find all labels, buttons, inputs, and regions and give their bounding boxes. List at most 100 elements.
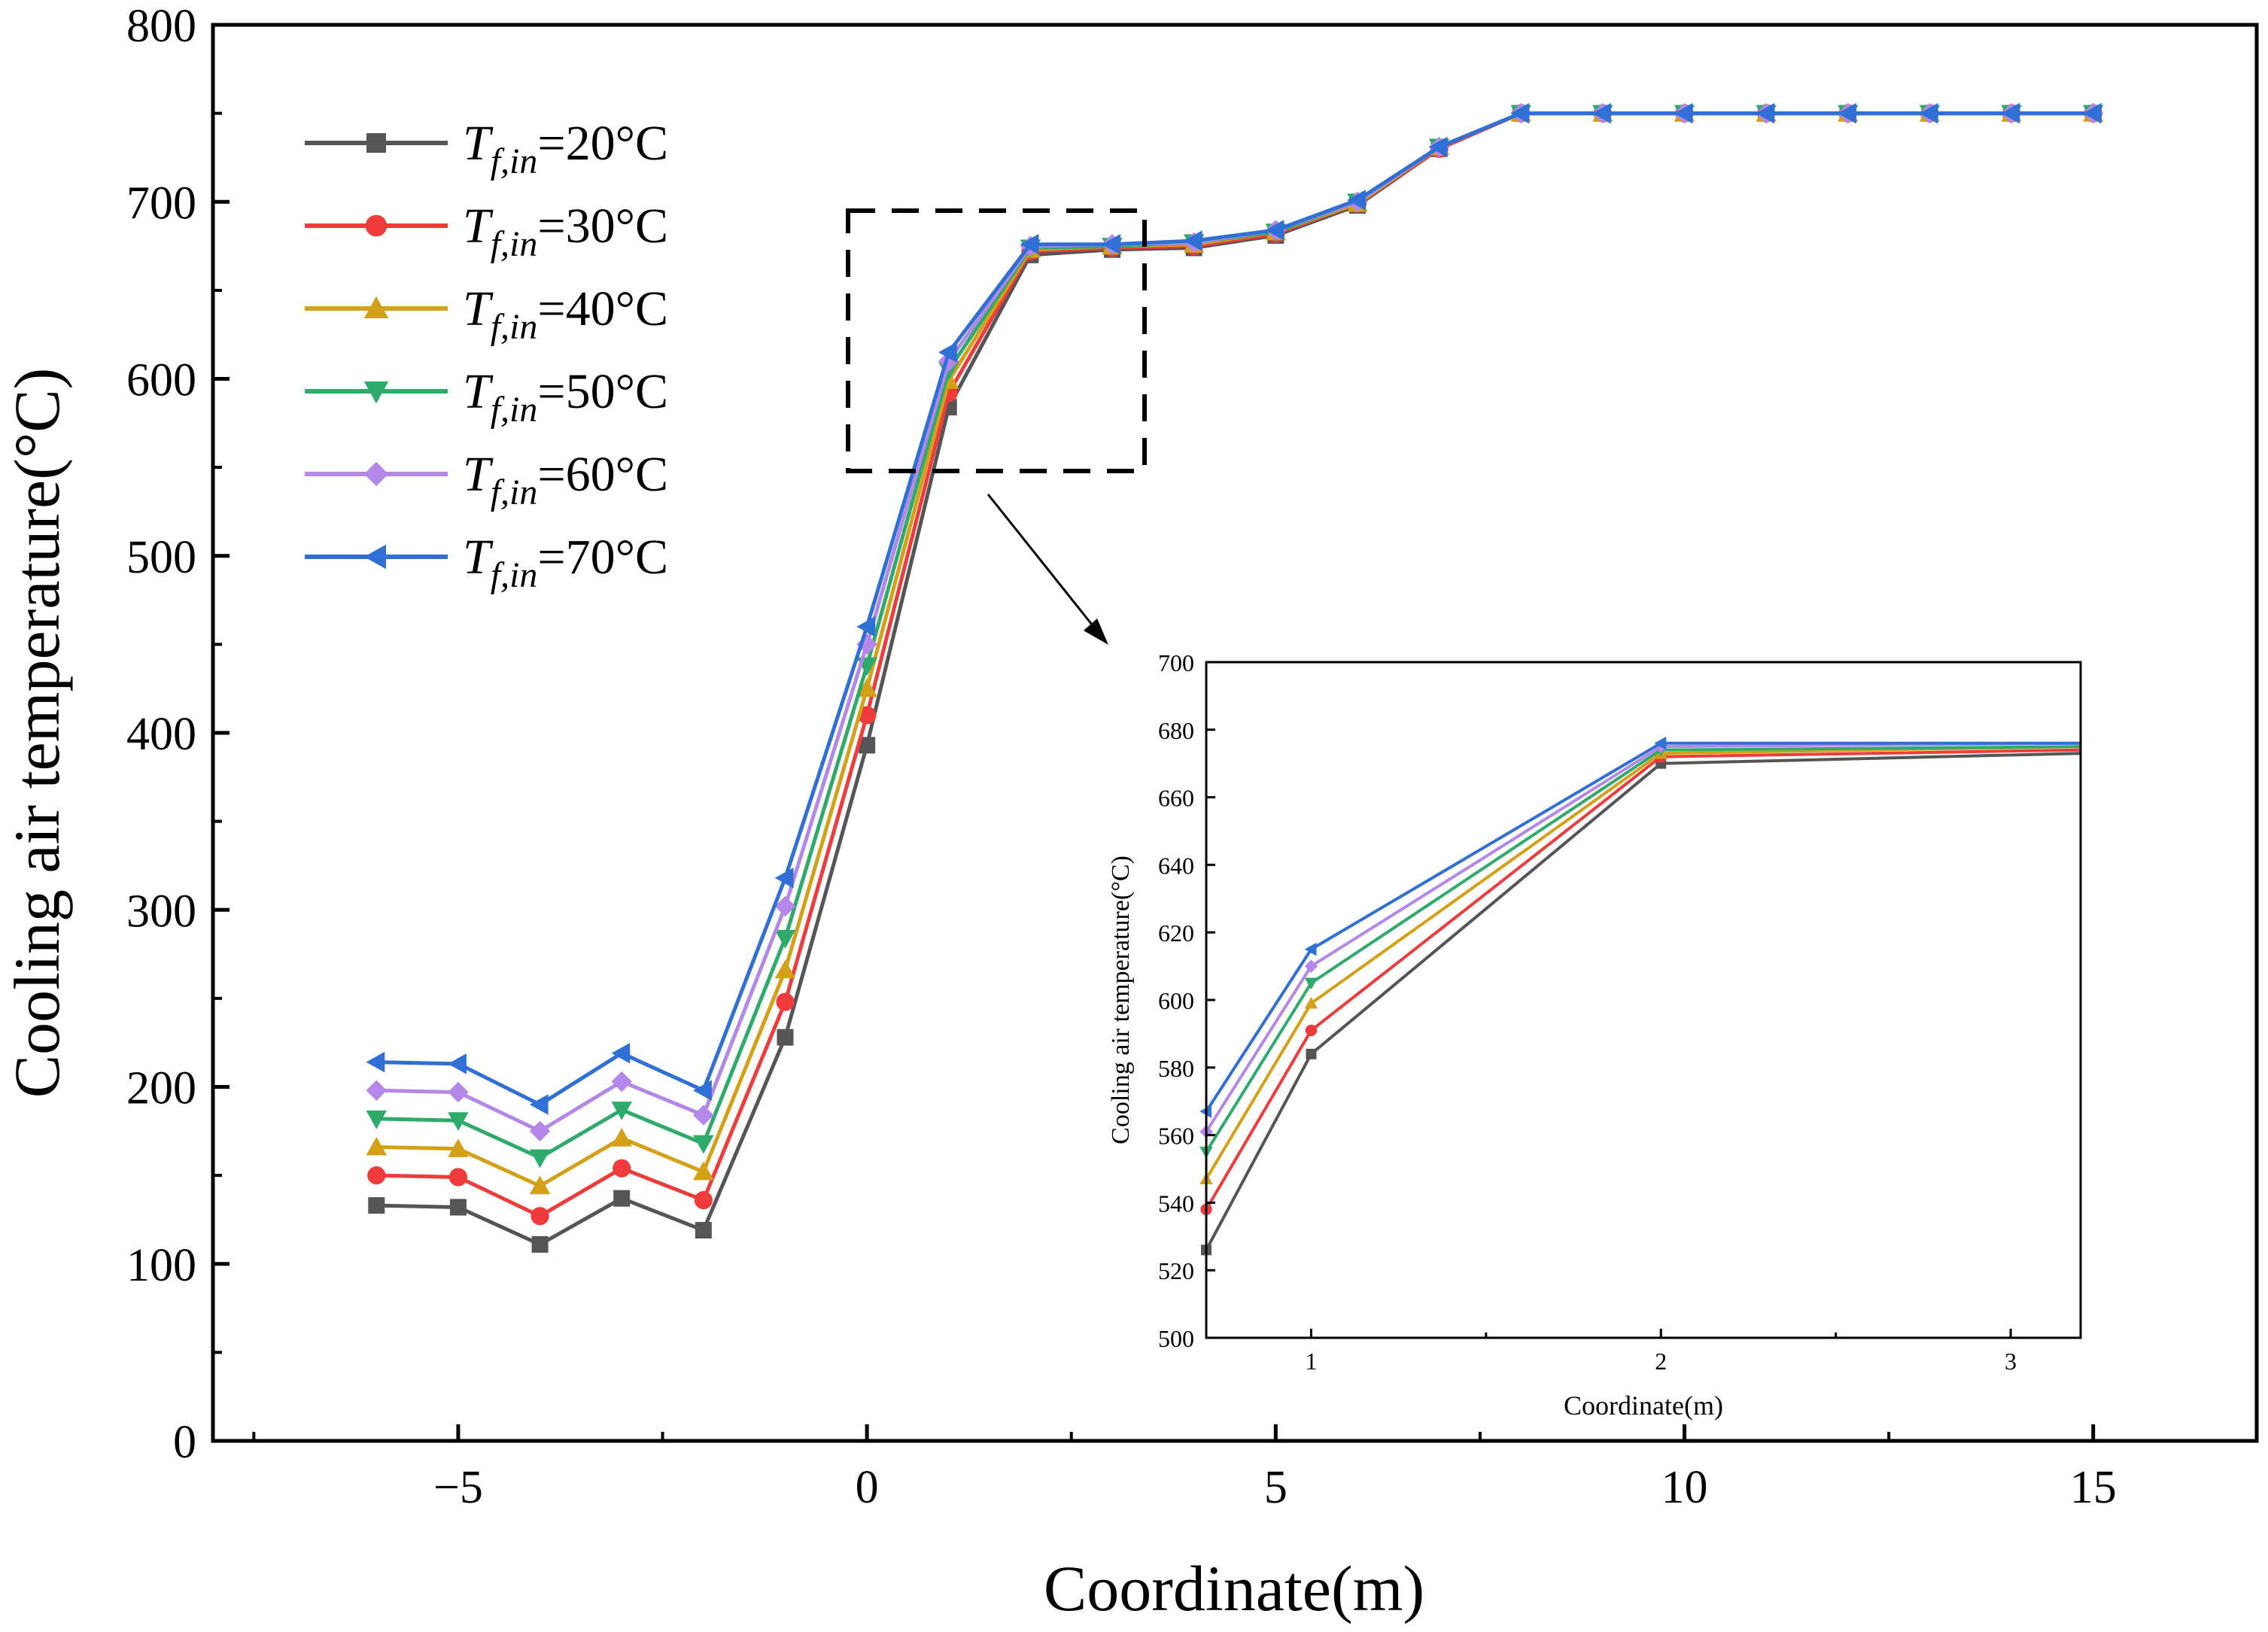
main-data-point [693,1080,712,1101]
inset-y-tick-label: 520 [1158,1257,1194,1284]
main-data-point [695,1222,712,1239]
inset-series-line [1205,748,2081,1211]
main-y-tick-label: 0 [173,1417,196,1468]
main-data-point [774,895,796,917]
main-x-ticks: −5 0 5 10 15 [252,1424,2117,1513]
main-data-point [368,1197,385,1214]
main-data-point [611,1102,632,1120]
inset-series-5 [1199,737,2081,1118]
main-data-point [611,1071,632,1093]
inset-data-point [1304,977,1318,990]
main-data-point [777,1029,794,1046]
main-data-point [448,1112,469,1131]
main-series-line [376,111,2093,1107]
main-data-point [1592,102,1611,124]
inset-series-line [1205,745,2081,1153]
main-x-tick-label: −5 [433,1462,483,1513]
main-x-tick-label: 0 [856,1462,879,1513]
main-data-point [366,1080,388,1101]
inset-series-0 [1201,752,2081,1256]
main-x-tick-label: 5 [1264,1462,1288,1513]
legend-label: Tf,in=70°C [463,530,668,595]
main-data-point [694,1190,713,1210]
inset-x-tick-label: 3 [2005,1348,2017,1375]
main-data-point [613,1159,631,1178]
main-data-point [448,1138,469,1157]
inset-y-tick-label: 540 [1158,1190,1194,1217]
inset-series-line [1205,752,2081,1251]
main-x-tick-label: 10 [1661,1462,1708,1513]
main-data-point [1183,230,1202,251]
inset-y-axis-label: Cooling air temperature(°C) [1107,856,1135,1144]
main-data-point [531,1235,549,1253]
main-data-point [859,737,876,754]
main-data-point [2001,102,2020,124]
main-y-tick-label: 300 [126,886,196,937]
inset-x-ticks: 1 2 3 [1305,1329,2017,1375]
inset-data-point [1304,942,1317,956]
main-x-tick-label: 15 [2070,1462,2117,1513]
main-y-ticks: 0 100 200 300 400 500 600 700 800 [126,1,230,1468]
inset-data-point [1304,996,1318,1009]
main-data-point [1919,102,1938,124]
main-series-5 [366,102,2102,1115]
main-data-point [693,1161,714,1181]
legend-marker [363,461,389,487]
main-data-point [448,1081,469,1103]
main-data-point [529,1120,551,1142]
main-data-point [1674,102,1693,124]
main-data-point [776,992,795,1011]
inset-y-tick-label: 640 [1158,852,1194,879]
inset-series-line [1205,745,2081,1181]
main-y-tick-label: 700 [126,178,196,229]
inset-x-axis-label: Coordinate(m) [1564,1390,1723,1421]
legend-marker [366,133,386,153]
main-data-point [448,1053,467,1074]
main-data-point [366,1136,388,1156]
zoom-arrow-head [1084,618,1108,645]
main-data-point [367,1166,386,1185]
zoom-region-box [846,208,1147,473]
main-data-point [1838,102,1856,124]
inset-x-tick-label: 1 [1305,1348,1317,1375]
legend-entry: Tf,in=50°C [305,364,668,430]
inset-x-tick-label: 2 [1655,1348,1667,1375]
main-y-tick-label: 400 [126,709,196,760]
zoom-arrow [987,494,1096,629]
legend-label: Tf,in=30°C [463,199,668,264]
main-data-point [1510,102,1530,124]
inset-plot: 500 520 540 560 580 600 620 640 660 680 700 1 2 3 Co… [1107,649,2082,1421]
legend-entry: Tf,in=70°C [305,530,668,595]
main-x-axis-label: Coordinate(m) [1044,1552,1424,1624]
main-data-point [366,1051,385,1073]
inset-y-ticks: 500 520 540 560 580 600 620 640 660 680 700 [1158,649,1215,1352]
main-data-point [529,1175,551,1195]
main-data-point [856,616,876,637]
main-data-point [1347,190,1366,211]
legend-marker [363,296,389,318]
legend-marker [365,214,388,237]
main-data-point [1428,136,1448,158]
main-data-point [693,1135,714,1154]
main-data-point [531,1207,549,1226]
inset-y-tick-label: 600 [1158,987,1194,1014]
inset-y-tick-label: 700 [1158,649,1194,676]
main-data-point [529,1094,549,1115]
inset-series-line [1205,741,2081,1113]
main-series [366,102,2104,1253]
legend-marker [363,381,389,404]
main-data-point [693,1105,714,1126]
main-data-point [611,1043,631,1064]
legend-label: Tf,in=50°C [463,364,668,430]
legend-entry: Tf,in=20°C [305,116,668,181]
main-data-point [938,342,957,363]
main-y-tick-label: 500 [126,532,196,583]
main-y-tick-label: 800 [126,1,196,52]
main-y-tick-label: 200 [126,1063,196,1114]
inset-background [1206,662,2081,1338]
main-data-point [366,1110,388,1129]
main-data-point [856,678,877,697]
main-data-point [529,1149,551,1169]
